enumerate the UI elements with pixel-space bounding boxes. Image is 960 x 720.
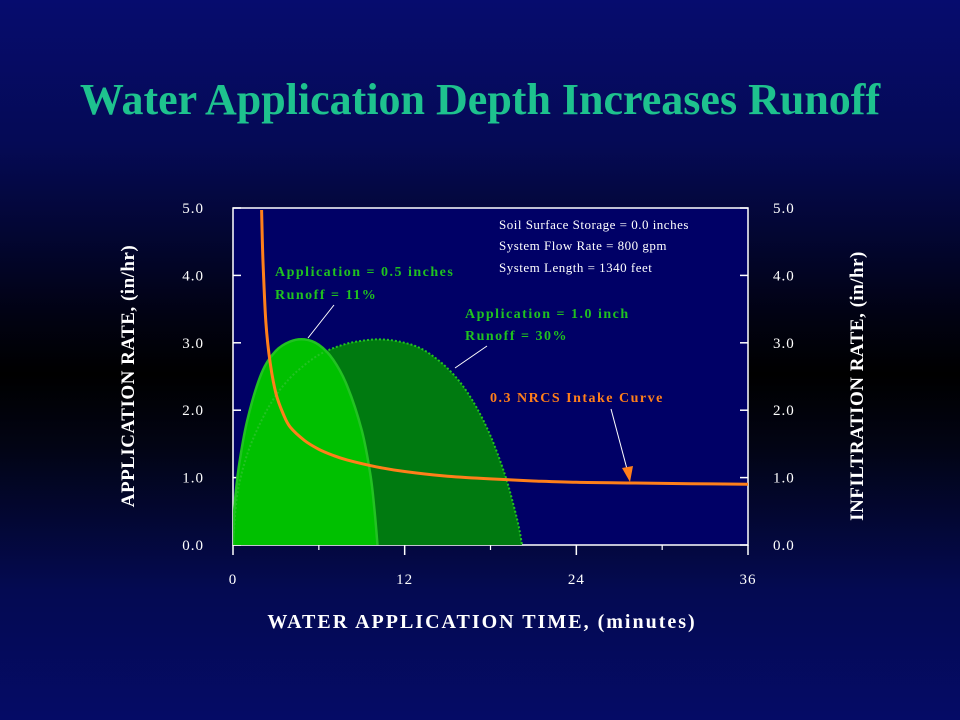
annotation-runoff-30: Runoff = 30% — [465, 329, 568, 344]
right-tick-label: 5.0 — [773, 201, 795, 217]
x-tick-label: 36 — [740, 572, 757, 588]
line-nrcs-intake-curve — [260, 209, 748, 486]
x-axis-ticks: 0 12 24 36 — [229, 545, 757, 588]
slide-title: Water Application Depth Increases Runoff — [79, 75, 881, 124]
right-tick-label: 3.0 — [773, 336, 795, 352]
annotation-application-1-0: Application = 1.0 inch — [465, 307, 630, 322]
line-application-0-5-inch — [233, 337, 379, 545]
annotation-application-0-5: Application = 0.5 inches — [275, 265, 454, 280]
left-tick-label: 2.0 — [182, 403, 204, 419]
left-tick-label: 5.0 — [182, 201, 204, 217]
annotation-soil-storage: Soil Surface Storage = 0.0 inches — [499, 217, 689, 232]
right-axis-label: INFILTRATION RATE, (in/hr) — [847, 251, 868, 521]
pointer-intake-arrowhead — [622, 466, 633, 482]
pointer-application-0-5 — [307, 304, 335, 339]
right-axis-ticks: 0.0 1.0 2.0 3.0 4.0 5.0 — [740, 201, 795, 554]
pointer-application-1-0 — [454, 345, 488, 369]
left-tick-label: 4.0 — [182, 268, 204, 284]
left-tick-label: 1.0 — [182, 471, 204, 487]
x-tick-label: 12 — [396, 572, 413, 588]
annotation-runoff-11: Runoff = 11% — [275, 288, 377, 303]
right-tick-label: 4.0 — [773, 268, 795, 284]
annotation-system-length: System Length = 1340 feet — [499, 260, 652, 275]
annotation-intake-curve: 0.3 NRCS Intake Curve — [490, 391, 664, 406]
x-axis-label: WATER APPLICATION TIME, (minutes) — [267, 611, 696, 633]
right-tick-label: 0.0 — [773, 538, 795, 554]
right-tick-label: 1.0 — [773, 471, 795, 487]
x-tick-label: 24 — [568, 572, 585, 588]
annotation-flow-rate: System Flow Rate = 800 gpm — [499, 238, 667, 253]
x-tick-label: 0 — [229, 572, 238, 588]
series-group — [233, 209, 748, 545]
left-tick-label: 0.0 — [182, 538, 204, 554]
line-application-1-0-inch — [233, 338, 523, 545]
left-axis-ticks: 0.0 1.0 2.0 3.0 4.0 5.0 — [182, 201, 241, 554]
right-tick-label: 2.0 — [773, 403, 795, 419]
pointer-intake-curve — [610, 408, 628, 470]
left-tick-label: 3.0 — [182, 336, 204, 352]
left-axis-label: APPLICATION RATE, (in/hr) — [118, 245, 139, 508]
